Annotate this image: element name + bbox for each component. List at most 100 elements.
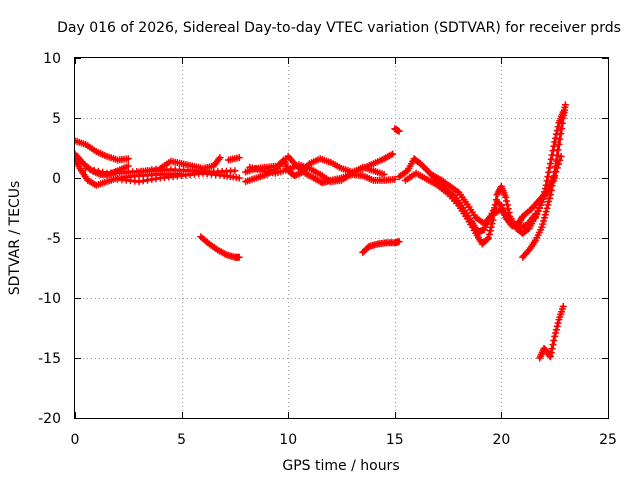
data-point [488,220,496,228]
data-point [483,235,491,243]
data-point [552,163,560,170]
data-point [532,214,539,222]
series-track-3 [75,156,186,189]
data-point [124,162,132,170]
series-track-17 [519,101,569,261]
data-point [538,223,546,231]
data-point [548,151,556,159]
data-point [86,165,94,173]
data-point [538,198,546,206]
plot-frame [74,57,609,419]
data-point [546,160,554,168]
series-track-5 [114,169,243,186]
data-point [486,227,494,235]
data-point [534,207,542,215]
x-axis-label: GPS time / hours [282,458,399,474]
series-track-19 [536,302,567,362]
data-point [543,177,551,185]
data-point [549,177,557,185]
data-point [99,168,107,176]
series-track-18 [532,108,567,222]
data-point [380,170,388,178]
data-point [544,173,552,181]
data-point [553,127,561,134]
y-tick-label: 10 [43,51,61,67]
data-point [535,204,543,212]
data-point [547,349,555,357]
data-point [551,168,559,176]
data-point [544,201,552,209]
data-point [561,101,569,109]
data-point [546,164,554,172]
data-point [547,155,555,163]
data-point [235,174,243,182]
data-point [557,152,565,160]
data-point [545,168,553,176]
data-point [502,193,510,201]
y-tick-label: 0 [52,171,61,187]
data-point [546,194,554,202]
data-point [541,188,548,196]
data-point [549,147,557,155]
grid-layer [75,58,608,418]
x-tick-label: 0 [71,432,80,448]
data-point [554,123,562,131]
series-track-12 [391,125,403,135]
data-point [552,326,560,334]
data-point [552,130,560,138]
data-point [389,150,397,158]
x-tick-label: 20 [492,432,510,448]
y-tick-label: 5 [52,111,61,127]
series-track-16 [429,172,539,232]
data-point [548,182,556,190]
x-tick-label: 5 [177,432,186,448]
data-point [554,319,562,327]
data-point [492,196,500,204]
data-point [124,155,132,163]
data-point [216,154,224,162]
data-point [505,209,513,217]
data-point [533,211,541,218]
series-track-1 [75,137,132,164]
chart-title: Day 016 of 2026, Sidereal Day-to-day VTE… [57,20,621,36]
data-point [550,173,558,181]
data-point [75,156,79,164]
data-point [548,345,556,353]
data-point [540,191,548,199]
series-track-13 [359,238,403,256]
data-point [553,322,561,330]
data-point [541,214,548,222]
data-point [82,164,90,172]
data-point [552,134,560,142]
y-tick-label: -15 [38,351,61,367]
data-point [543,204,551,212]
data-point [503,201,511,209]
data-point [546,353,554,361]
series-track-11 [246,161,388,186]
data-point [550,142,558,150]
tick-layer: 0 5 10 15 20 25 -20 -15 -10 -5 0 5 10 [38,51,617,448]
data-point [504,205,512,213]
data-point [537,201,545,209]
data-point [545,198,553,205]
data-point [551,138,559,146]
data-point [550,337,558,344]
data-point [559,108,567,116]
data-point [555,140,563,148]
data-point [559,302,567,310]
data-point [552,157,560,165]
data-point [540,217,548,225]
data-point [485,234,493,242]
x-tick-label: 25 [599,432,617,448]
data-point [231,167,239,175]
data-point [503,197,510,205]
data-point [541,211,549,219]
data-point [144,176,151,184]
data-point [541,185,549,193]
series-track-7 [225,154,243,164]
y-tick-label: -20 [38,411,61,427]
x-tick-label: 10 [279,432,297,448]
data-point [549,341,557,349]
data-point [90,166,98,174]
